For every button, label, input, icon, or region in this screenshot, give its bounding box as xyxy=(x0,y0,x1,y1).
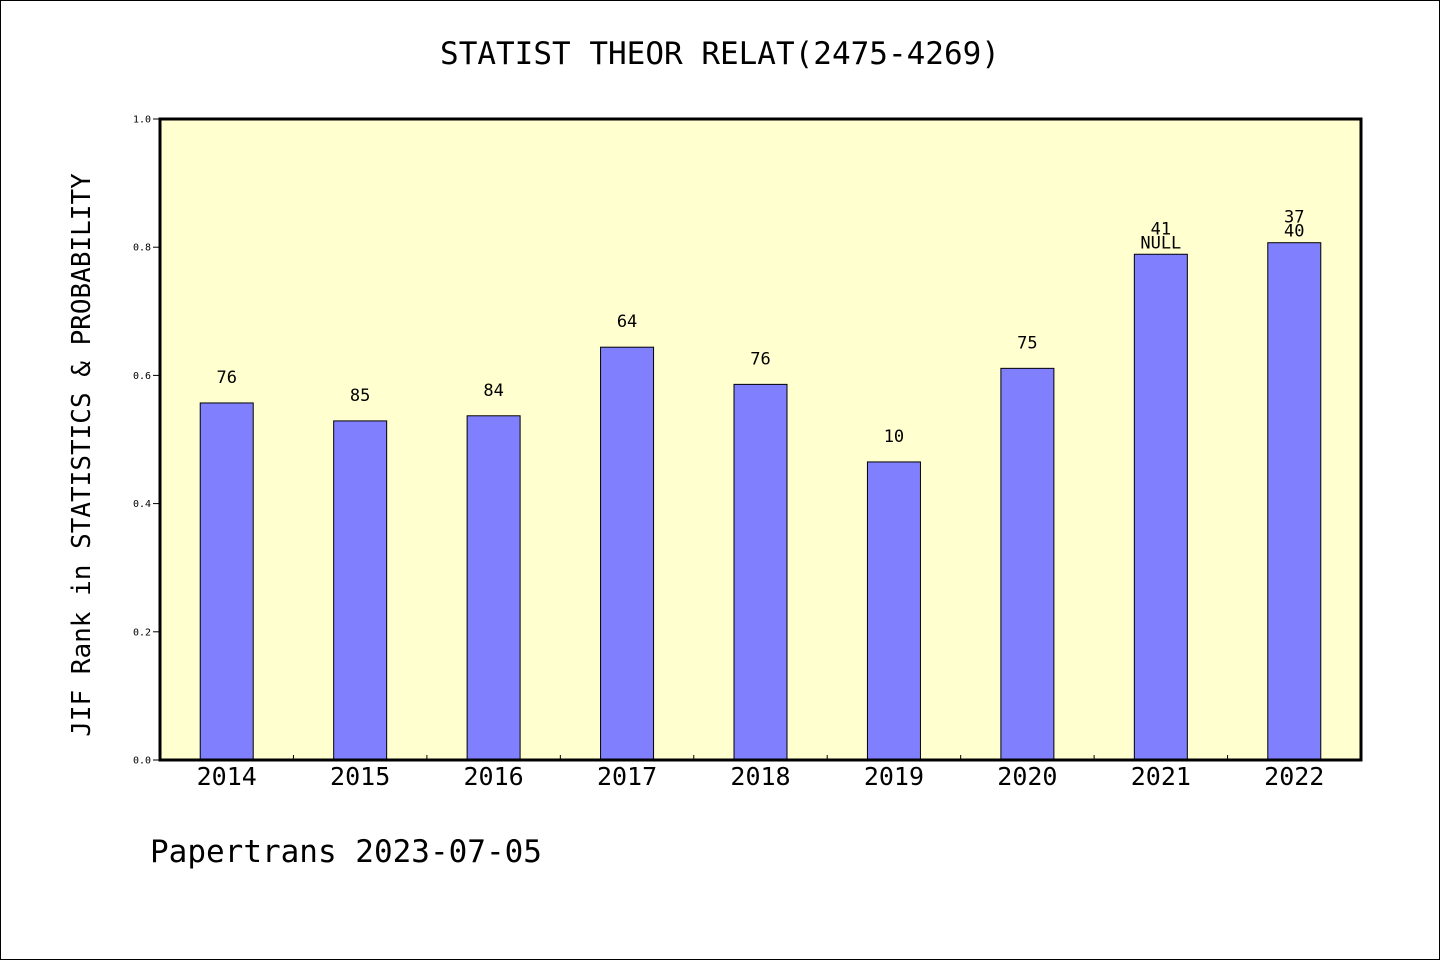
footer-credit: Papertrans 2023-07-05 xyxy=(150,834,542,870)
bar-value-label: NULL xyxy=(1140,233,1181,253)
bar xyxy=(333,420,388,761)
plot-border xyxy=(158,117,1363,762)
bar-value-label: 64 xyxy=(617,312,637,332)
y-tick-label: 0.4 xyxy=(133,499,151,510)
bar-value-label: 84 xyxy=(483,381,503,401)
bar-value-label: 41 xyxy=(1151,219,1171,239)
bar xyxy=(199,402,254,761)
x-tick-label: 2015 xyxy=(330,762,390,791)
bar-value-label: 40 xyxy=(1284,222,1304,242)
bar-value-label: 37 xyxy=(1284,208,1304,228)
x-tick-label: 2021 xyxy=(1131,762,1191,791)
y-tick-label: 0.8 xyxy=(133,243,151,254)
chart-title: STATIST THEOR RELAT(2475-4269) xyxy=(440,36,1000,72)
bar xyxy=(866,461,921,761)
x-tick-label: 2016 xyxy=(464,762,524,791)
x-tick-label: 2019 xyxy=(864,762,924,791)
bar xyxy=(733,383,788,761)
y-tick-label: 0.0 xyxy=(133,756,151,767)
bar-value-label: 75 xyxy=(1017,333,1037,353)
bar-value-label: 76 xyxy=(216,368,236,388)
bar xyxy=(1267,242,1322,761)
y-tick-label: 0.6 xyxy=(133,371,151,382)
bar xyxy=(1000,367,1055,761)
bar xyxy=(1133,253,1188,761)
bar xyxy=(600,346,655,761)
bar-value-label: 10 xyxy=(884,427,904,447)
bar-value-label: 85 xyxy=(350,386,370,406)
x-tick-label: 2018 xyxy=(730,762,790,791)
bar xyxy=(466,415,521,761)
x-tick-label: 2014 xyxy=(197,762,257,791)
x-tick-label: 2022 xyxy=(1264,762,1324,791)
bar-value-label: 76 xyxy=(750,349,770,369)
x-tick-label: 2020 xyxy=(997,762,1057,791)
y-tick-label: 1.0 xyxy=(133,115,151,126)
y-tick-label: 0.2 xyxy=(133,627,151,638)
x-tick-label: 2017 xyxy=(597,762,657,791)
